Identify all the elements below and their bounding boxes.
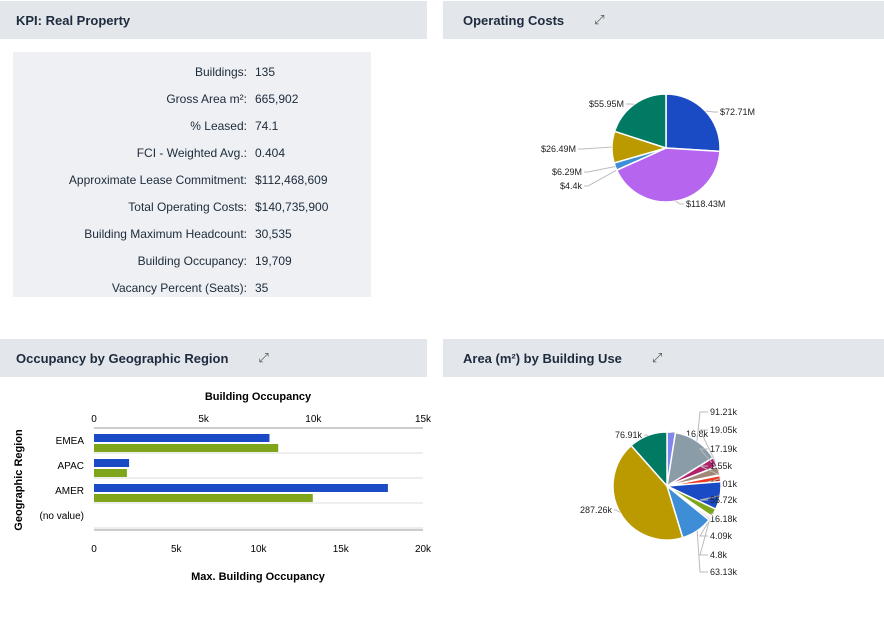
opcost-title: Operating Costs bbox=[463, 12, 565, 28]
bar bbox=[94, 444, 279, 452]
kpi-row: Buildings: 135 bbox=[13, 65, 371, 79]
slice-label: 4.09k bbox=[710, 531, 733, 541]
tick-label: 10k bbox=[305, 414, 322, 425]
kpi-label: Vacancy Percent (Seats): bbox=[111, 281, 247, 295]
bar bbox=[94, 459, 130, 467]
operating-costs-pie: $72.71M $118.43M $4.4k $6.29M $26.49M $55.95M bbox=[541, 93, 755, 209]
kpi-value: 0.404 bbox=[255, 146, 286, 160]
tick-label: 5k bbox=[198, 414, 210, 425]
leader-line bbox=[578, 146, 613, 150]
category-label: APAC bbox=[58, 461, 85, 472]
kpi-row: Building Maximum Headcount: 30,535 bbox=[13, 227, 371, 241]
slice-label: 76.91k bbox=[615, 430, 643, 440]
slice-label: 16.18k bbox=[710, 514, 738, 524]
kpi-label: Approximate Lease Commitment: bbox=[68, 173, 247, 187]
kpi-row: Gross Area m²: 665,902 bbox=[13, 92, 371, 106]
leader-line bbox=[614, 509, 621, 513]
slice-label: 4.8k bbox=[710, 550, 728, 560]
bar bbox=[94, 494, 313, 502]
bar bbox=[94, 434, 270, 442]
occupancy-title: Occupancy by Geographic Region bbox=[16, 350, 229, 366]
kpi-value: $112,468,609 bbox=[255, 173, 328, 187]
kpi-row: FCI - Weighted Avg.: 0.404 bbox=[13, 146, 371, 160]
occupancy-bar-chart: Building Occupancy Max. Building Occupanc… bbox=[13, 391, 432, 583]
expand-icon[interactable]: ⤢ bbox=[594, 12, 605, 27]
slice-label: 63.13k bbox=[710, 567, 738, 577]
category-label: (no value) bbox=[40, 511, 84, 522]
tick-label: 20k bbox=[415, 544, 432, 555]
occupancy-header: Occupancy by Geographic Region ⤢ bbox=[0, 339, 427, 377]
kpi-label: % Leased: bbox=[190, 119, 247, 133]
tick-label: 10k bbox=[250, 544, 267, 555]
bar bbox=[94, 484, 388, 492]
kpi-label: Building Maximum Headcount: bbox=[84, 227, 247, 241]
kpi-card: Buildings: 135 Gross Area m²: 665,902 % Leas… bbox=[13, 52, 371, 297]
kpi-label: FCI - Weighted Avg.: bbox=[136, 146, 247, 160]
pie-slice bbox=[630, 431, 668, 488]
kpi-label: Gross Area m²: bbox=[166, 92, 247, 106]
leader-line bbox=[696, 530, 708, 573]
slice-label: 91.21k bbox=[710, 407, 738, 417]
leader-line bbox=[699, 495, 721, 501]
kpi-value: 74.1 bbox=[255, 119, 279, 133]
category-label: EMEA bbox=[56, 436, 85, 447]
slice-label: 1.55k bbox=[710, 461, 733, 471]
bottom-axis-title: Max. Building Occupancy bbox=[191, 571, 326, 583]
tick-label: 0 bbox=[91, 414, 97, 425]
slice-label: $72.71M bbox=[720, 107, 755, 117]
area-title: Area (m²) by Building Use bbox=[463, 350, 622, 366]
kpi-row: Total Operating Costs: $140,735,900 bbox=[13, 200, 371, 214]
kpi-label: Total Operating Costs: bbox=[128, 200, 247, 214]
tick-label: 15k bbox=[415, 414, 432, 425]
leader-line bbox=[699, 465, 721, 476]
leader-line bbox=[705, 110, 718, 113]
slice-label: 17.19k bbox=[710, 444, 738, 454]
leader-line bbox=[584, 166, 616, 173]
kpi-label: Building Occupancy: bbox=[137, 254, 247, 268]
kpi-value: 19,709 bbox=[255, 254, 292, 268]
expand-icon[interactable]: ⤢ bbox=[651, 350, 663, 365]
slice-label: $6.29M bbox=[552, 167, 582, 177]
area-header: Area (m²) by Building Use ⤢ bbox=[443, 339, 884, 377]
kpi-row: % Leased: 74.1 bbox=[13, 119, 371, 133]
bar bbox=[94, 469, 127, 477]
category-label: AMER bbox=[55, 486, 84, 497]
kpi-value: 135 bbox=[255, 65, 276, 79]
slice-label: 19.05k bbox=[710, 425, 738, 435]
kpi-row: Vacancy Percent (Seats): 35 bbox=[13, 281, 371, 295]
leader-line bbox=[699, 429, 716, 463]
opcost-header: Operating Costs ⤢ bbox=[443, 1, 884, 39]
kpi-value: 30,535 bbox=[255, 227, 292, 241]
leader-line bbox=[698, 448, 720, 471]
kpi-value: 35 bbox=[255, 281, 269, 295]
tick-label: 15k bbox=[333, 544, 350, 555]
slice-label: $55.95M bbox=[589, 99, 624, 109]
leader-line bbox=[644, 434, 648, 436]
top-axis-title: Building Occupancy bbox=[205, 391, 312, 403]
slice-label: $26.49M bbox=[541, 144, 576, 154]
slice-label: 287.26k bbox=[580, 505, 613, 515]
tick-label: 5k bbox=[171, 544, 183, 555]
kpi-header: KPI: Real Property bbox=[0, 1, 427, 39]
kpi-label: Buildings: bbox=[194, 65, 247, 79]
slice-label: 55.72k bbox=[710, 495, 738, 505]
slice-label: $118.43M bbox=[686, 199, 725, 209]
kpi-value: 665,902 bbox=[255, 92, 299, 106]
pie-slice bbox=[613, 93, 667, 150]
slice-label: $4.4k bbox=[560, 181, 583, 191]
kpi-row: Building Occupancy: 19,709 bbox=[13, 254, 371, 268]
leader-line bbox=[675, 200, 684, 205]
kpi-title: KPI: Real Property bbox=[16, 12, 131, 28]
tick-label: 0 bbox=[91, 544, 97, 555]
y-axis-title: Geographic Region bbox=[13, 429, 25, 531]
leader-line bbox=[584, 169, 617, 187]
leader-line bbox=[696, 411, 708, 442]
slice-label: 12.01k bbox=[710, 479, 738, 489]
leader-line bbox=[699, 518, 711, 556]
kpi-row: Approximate Lease Commitment: $112,468,60… bbox=[13, 173, 371, 187]
area-pie: 16.8k91.21k19.05k17.19k1.55k12.01k55.72k… bbox=[580, 407, 738, 577]
kpi-value: $140,735,900 bbox=[255, 200, 329, 214]
pie-slice bbox=[665, 93, 721, 153]
expand-icon[interactable]: ⤢ bbox=[258, 350, 269, 365]
